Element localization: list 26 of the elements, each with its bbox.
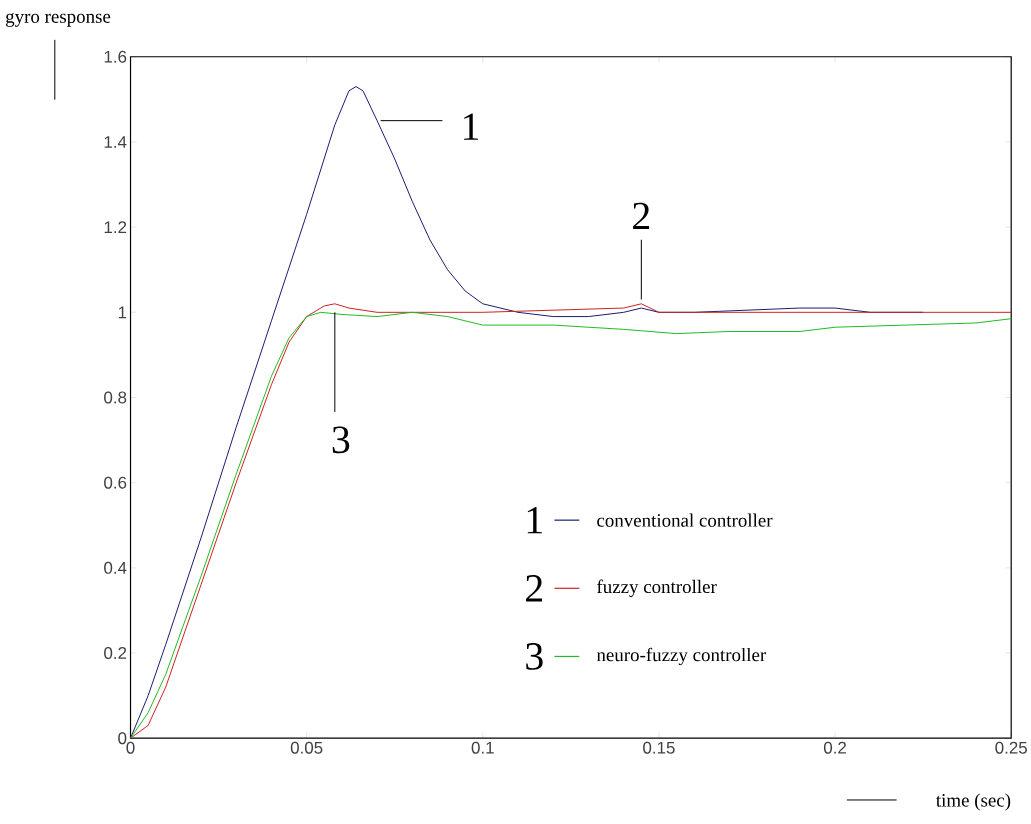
x-tick-label: 0.15 <box>643 741 675 754</box>
y-tick-label: 1.4 <box>104 136 127 148</box>
y-tick-label: 1.2 <box>104 221 127 234</box>
annotation: 1 <box>464 113 479 140</box>
y-tick-label: 0 <box>118 732 127 745</box>
y-tick-label: 0.2 <box>104 647 127 660</box>
legend-label: neuro-fuzzy controller <box>596 647 767 666</box>
legend-label: conventional controller <box>597 513 773 527</box>
text: 3 <box>526 643 543 670</box>
text: 2 <box>526 575 543 602</box>
y-tick-label: 0.6 <box>104 476 127 489</box>
x-tick-label: 0.1 <box>471 741 494 754</box>
x-tick-label: 0 <box>126 741 135 754</box>
y-tick-label: 1.6 <box>104 50 127 63</box>
text: 1 <box>527 507 542 534</box>
legend-label: fuzzy controller <box>597 579 717 598</box>
x-tick-label: 0.2 <box>823 741 846 754</box>
y-tick-label: 0.8 <box>104 391 127 404</box>
y-tick-label: 0.4 <box>104 561 127 574</box>
x-tick-label: 0.25 <box>995 741 1027 754</box>
x-tick-label: 0.05 <box>290 741 323 754</box>
y-tick-label: 1 <box>118 306 127 319</box>
annotation: 3 <box>332 426 350 454</box>
x-axis-title: time (sec) <box>936 793 1011 811</box>
annotation: 2 <box>633 202 650 230</box>
y-axis-title: gyro response <box>6 13 111 27</box>
